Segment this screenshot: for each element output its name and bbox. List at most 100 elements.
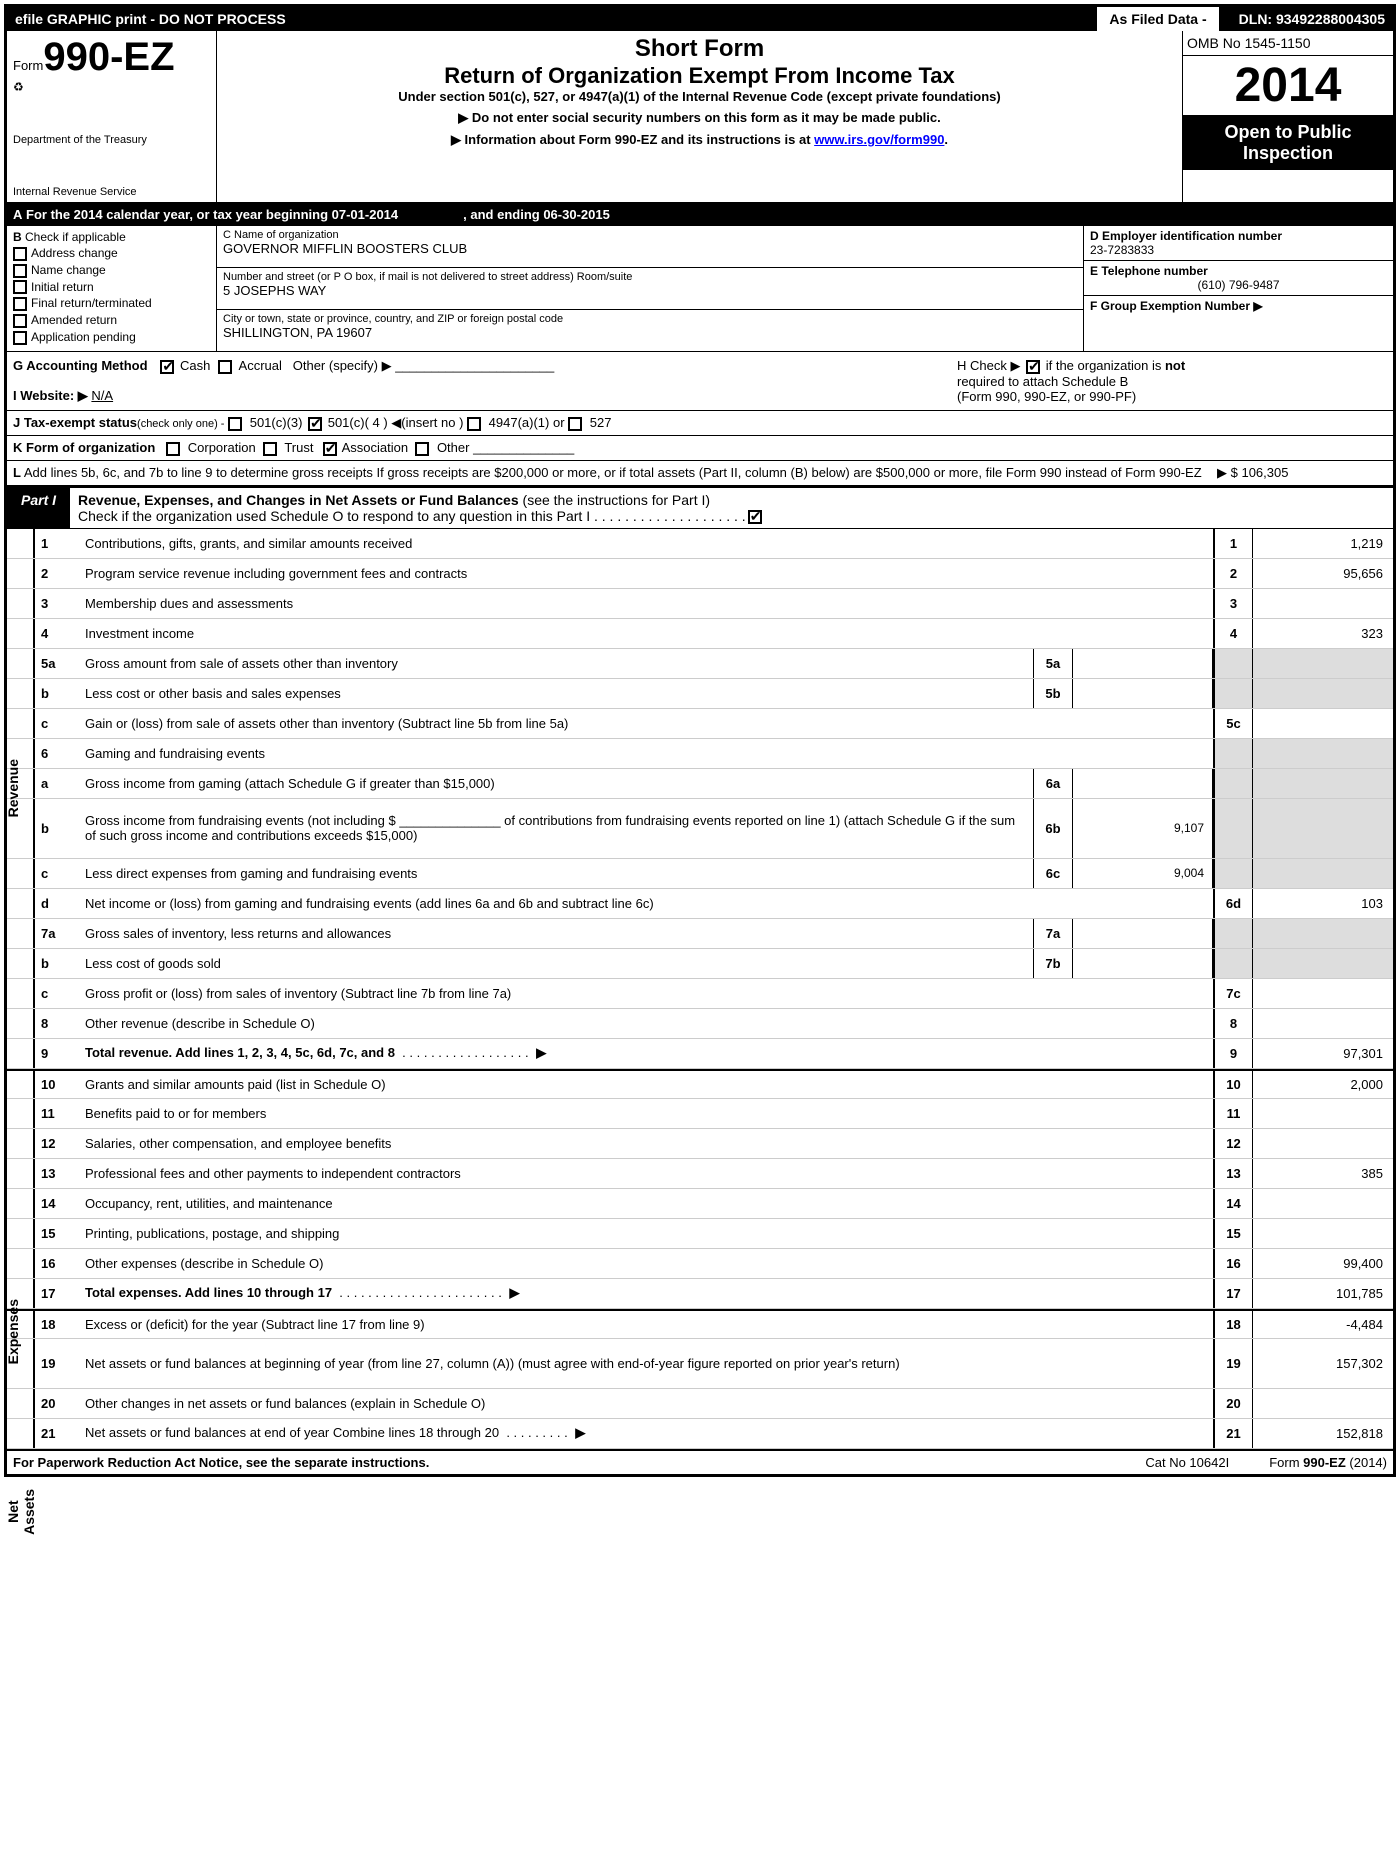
gross-receipts-value: $ 106,305 [1231,465,1289,480]
line-6b-value: 9,107 [1073,799,1213,858]
section-c-name: C Name of organization GOVERNOR MIFFLIN … [217,226,1083,268]
open-public: Open to Public Inspection [1183,116,1393,170]
chk-amended-return[interactable]: Amended return [13,313,210,328]
line-17-value: 101,785 [1253,1279,1393,1308]
chk-h[interactable] [1026,360,1040,374]
chk-name-change[interactable]: Name change [13,263,210,278]
line-16-value: 99,400 [1253,1249,1393,1278]
line-1: 1 Contributions, gifts, grants, and simi… [7,529,1393,559]
form-number: 990-EZ [43,35,174,79]
section-gh: G Accounting Method Cash Accrual Other (… [7,352,1393,411]
line-4: 4 Investment income 4 323 [7,619,1393,649]
chk-application-pending[interactable]: Application pending [13,330,210,345]
section-c-city: City or town, state or province, country… [217,310,1083,351]
line-6c-value: 9,004 [1073,859,1213,888]
section-g: G Accounting Method Cash Accrual Other (… [13,358,957,404]
line-5c-value [1253,709,1393,738]
form-note-info: ▶ Information about Form 990-EZ and its … [227,132,1172,148]
line-7a: 7a Gross sales of inventory, less return… [7,919,1393,949]
chk-schedule-o[interactable] [748,510,762,524]
line-11: 11 Benefits paid to or for members 11 [7,1099,1393,1129]
line-6c: c Less direct expenses from gaming and f… [7,859,1393,889]
form-prefix: Form [13,58,43,73]
recycle-icon: ♻ [13,80,210,94]
omb-number: OMB No 1545-1150 [1183,31,1393,56]
section-b: B Check if applicable Address change Nam… [7,226,217,351]
chk-initial-return[interactable]: Initial return [13,280,210,295]
expenses-side-label: Expenses [5,1299,21,1364]
line-7c: c Gross profit or (loss) from sales of i… [7,979,1393,1009]
footer-left: For Paperwork Reduction Act Notice, see … [13,1455,1105,1470]
line-3-value [1253,589,1393,618]
topbar-left: efile GRAPHIC print - DO NOT PROCESS [7,7,1097,31]
header-left: Form990-EZ ♻ Department of the Treasury … [7,31,217,202]
chk-other[interactable] [415,442,429,456]
chk-527[interactable] [568,417,582,431]
short-form-label: Short Form [227,35,1172,63]
line-21: 21 Net assets or fund balances at end of… [7,1419,1393,1449]
line-13: 13 Professional fees and other payments … [7,1159,1393,1189]
tax-year: 2014 [1183,56,1393,116]
line-14: 14 Occupancy, rent, utilities, and maint… [7,1189,1393,1219]
irs-link[interactable]: www.irs.gov/form990 [814,132,944,147]
topbar-dln: DLN: 93492288004305 [1231,7,1393,31]
chk-501c3[interactable] [228,417,242,431]
chk-trust[interactable] [263,442,277,456]
form-title: Return of Organization Exempt From Incom… [227,63,1172,89]
part1-tab: Part I [7,488,70,528]
section-j: J Tax-exempt status(check only one) - 50… [7,411,1393,436]
line-6b: b Gross income from fundraising events (… [7,799,1393,859]
section-c-street: Number and street (or P O box, if mail i… [217,268,1083,310]
form-subtitle: Under section 501(c), 527, or 4947(a)(1)… [227,89,1172,104]
line-3: 3 Membership dues and assessments 3 [7,589,1393,619]
dept-irs: Internal Revenue Service [13,186,210,198]
part1-title: Revenue, Expenses, and Changes in Net As… [70,488,1393,528]
chk-corp[interactable] [166,442,180,456]
line-19-value: 157,302 [1253,1339,1393,1388]
chk-final-return[interactable]: Final return/terminated [13,296,210,311]
info-block: B Check if applicable Address change Nam… [7,226,1393,352]
line-18-value: -4,484 [1253,1311,1393,1338]
chk-501c[interactable] [308,417,322,431]
chk-assoc[interactable] [323,442,337,456]
form-note-ssn: ▶ Do not enter social security numbers o… [227,110,1172,126]
line-2: 2 Program service revenue including gove… [7,559,1393,589]
section-c-container: C Name of organization GOVERNOR MIFFLIN … [217,226,1393,351]
line-12: 12 Salaries, other compensation, and emp… [7,1129,1393,1159]
line-10: 10 Grants and similar amounts paid (list… [7,1069,1393,1099]
dept-treasury: Department of the Treasury [13,134,210,146]
page-footer: For Paperwork Reduction Act Notice, see … [7,1449,1393,1474]
line-5b: b Less cost or other basis and sales exp… [7,679,1393,709]
line-10-value: 2,000 [1253,1071,1393,1098]
section-i-label: I Website: ▶ [13,388,88,403]
line-5c: c Gain or (loss) from sale of assets oth… [7,709,1393,739]
line-4-value: 323 [1253,619,1393,648]
lines-container: Revenue Expenses Net Assets 1 Contributi… [7,529,1393,1449]
line-9-value: 97,301 [1253,1039,1393,1068]
chk-accrual[interactable] [218,360,232,374]
line-20: 20 Other changes in net assets or fund b… [7,1389,1393,1419]
chk-address-change[interactable]: Address change [13,246,210,261]
top-bar: efile GRAPHIC print - DO NOT PROCESS As … [7,7,1393,31]
line-6d-value: 103 [1253,889,1393,918]
line-5a: 5a Gross amount from sale of assets othe… [7,649,1393,679]
line-13-value: 385 [1253,1159,1393,1188]
section-k: K Form of organization Corporation Trust… [7,436,1393,461]
section-def: D Employer identification number 23-7283… [1083,226,1393,351]
line-17: 17 Total expenses. Add lines 10 through … [7,1279,1393,1309]
section-d: D Employer identification number 23-7283… [1084,226,1393,261]
website-value: N/A [91,388,113,403]
line-21-value: 152,818 [1253,1419,1393,1448]
header-center: Short Form Return of Organization Exempt… [217,31,1183,202]
line-8: 8 Other revenue (describe in Schedule O)… [7,1009,1393,1039]
section-a: A For the 2014 calendar year, or tax yea… [7,204,1393,226]
line-18: 18 Excess or (deficit) for the year (Sub… [7,1309,1393,1339]
line-9: 9 Total revenue. Add lines 1, 2, 3, 4, 5… [7,1039,1393,1069]
line-6a: a Gross income from gaming (attach Sched… [7,769,1393,799]
footer-right: Form 990-EZ (2014) [1269,1455,1387,1470]
chk-4947[interactable] [467,417,481,431]
line-7b: b Less cost of goods sold 7b [7,949,1393,979]
part1-header: Part I Revenue, Expenses, and Changes in… [7,486,1393,529]
line-6d: d Net income or (loss) from gaming and f… [7,889,1393,919]
chk-cash[interactable] [160,360,174,374]
